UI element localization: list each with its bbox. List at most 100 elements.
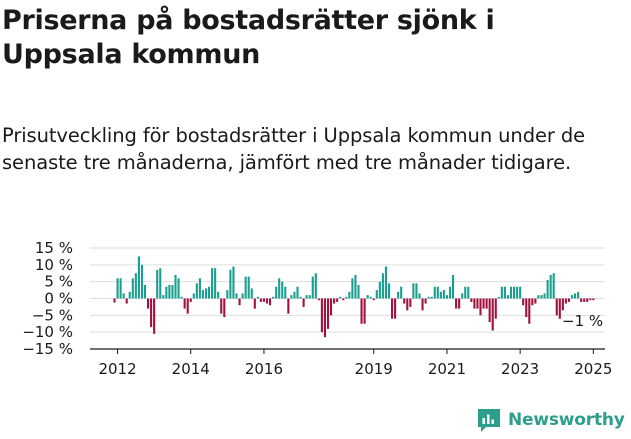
bar (220, 298, 223, 314)
bar (229, 269, 232, 299)
bar (418, 293, 421, 299)
bar (116, 278, 119, 299)
bar (384, 266, 387, 299)
bar (546, 279, 549, 299)
bar (503, 286, 506, 299)
bar (436, 286, 439, 299)
bar (140, 264, 143, 299)
bar (119, 278, 122, 299)
bar (424, 298, 427, 304)
bar (211, 268, 214, 299)
bar (311, 276, 314, 299)
bar (305, 295, 308, 299)
bar (336, 298, 339, 302)
chart-subtitle: Prisutveckling för bostadsrätter i Uppsa… (2, 124, 586, 174)
bar (528, 298, 531, 324)
brand-name: Newsworthy (508, 410, 625, 430)
bar (445, 295, 448, 299)
bar (177, 278, 180, 299)
bar (345, 296, 348, 299)
bar (296, 286, 299, 299)
bar (244, 276, 247, 299)
bar (552, 273, 555, 299)
bar (235, 293, 238, 299)
bar (308, 295, 311, 299)
bar (375, 290, 378, 299)
bar (238, 298, 241, 306)
bar (247, 276, 250, 299)
bar (198, 278, 201, 299)
bar (348, 291, 351, 299)
bar (452, 274, 455, 299)
annotation-label: −1 % (562, 312, 603, 330)
bar (458, 298, 461, 309)
bar (522, 298, 525, 306)
bar (156, 269, 159, 299)
bar (430, 296, 433, 299)
bar (391, 298, 394, 319)
bar (208, 286, 211, 299)
bar (278, 278, 281, 299)
bar (150, 298, 153, 328)
bar (217, 291, 220, 299)
bar (586, 298, 589, 302)
bar (360, 298, 363, 324)
x-tick-label: 2016 (245, 360, 283, 378)
bar (226, 290, 229, 299)
bar (561, 298, 564, 311)
bar (214, 268, 217, 299)
x-axis: 2012 2014 2016 2019 2021 2023 2025 (90, 348, 612, 378)
bar (473, 298, 476, 309)
bar (192, 293, 195, 299)
bar (381, 273, 384, 299)
bar (476, 298, 479, 309)
bar (394, 298, 397, 319)
bar (125, 298, 128, 304)
bar (537, 295, 540, 299)
bar (372, 298, 375, 301)
x-tick-label: 2023 (501, 360, 539, 378)
y-axis-ticks: 15 %10 %5 %0 %−5 %−10 %−15 % (22, 239, 73, 358)
bar (339, 296, 342, 299)
bar (403, 298, 406, 304)
x-tick-label: 2021 (428, 360, 466, 378)
bar (574, 293, 577, 299)
bar (531, 298, 534, 306)
bar (287, 298, 290, 314)
chart-title: Priserna på bostadsrätter sjönk i Uppsal… (2, 5, 495, 70)
newsworthy-logo: Newsworthy (476, 407, 625, 433)
bar (488, 298, 491, 323)
bar (448, 286, 452, 299)
bar (516, 286, 519, 299)
bar (467, 286, 470, 299)
bar (589, 298, 592, 301)
bar (137, 256, 140, 299)
bar (363, 298, 366, 324)
bar (455, 298, 458, 309)
bar (577, 291, 580, 299)
bar (333, 298, 336, 304)
bar (232, 266, 235, 299)
x-tick-label: 2025 (574, 360, 612, 378)
bar (519, 286, 522, 299)
bar (555, 298, 558, 316)
bar (143, 285, 147, 299)
bar (592, 298, 595, 301)
bar (583, 298, 586, 302)
bar (494, 298, 497, 319)
bar (284, 286, 287, 299)
newsworthy-logo-icon (478, 409, 500, 432)
bar (400, 286, 403, 299)
bar (513, 286, 516, 299)
x-tick-label: 2019 (355, 360, 393, 378)
bar (186, 298, 189, 314)
bar (479, 298, 482, 316)
bar (272, 296, 275, 299)
bars (113, 256, 595, 338)
bar (464, 286, 467, 299)
bar (567, 298, 570, 302)
bar (317, 298, 320, 301)
bar (326, 298, 330, 329)
bar (387, 283, 391, 299)
bar (113, 298, 116, 303)
